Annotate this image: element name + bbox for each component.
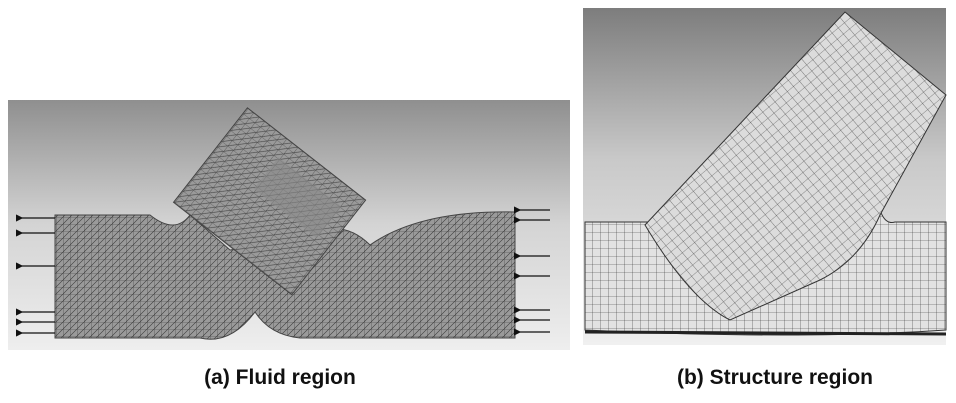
figure: (a) Fluid region (b) Structure region (0, 0, 956, 403)
caption: (a) Fluid region (150, 366, 410, 390)
structure-mesh-image (583, 8, 946, 345)
figure-graphics (0, 0, 956, 403)
fluid-mesh-image (8, 100, 570, 350)
caption: (b) Structure region (640, 366, 910, 390)
